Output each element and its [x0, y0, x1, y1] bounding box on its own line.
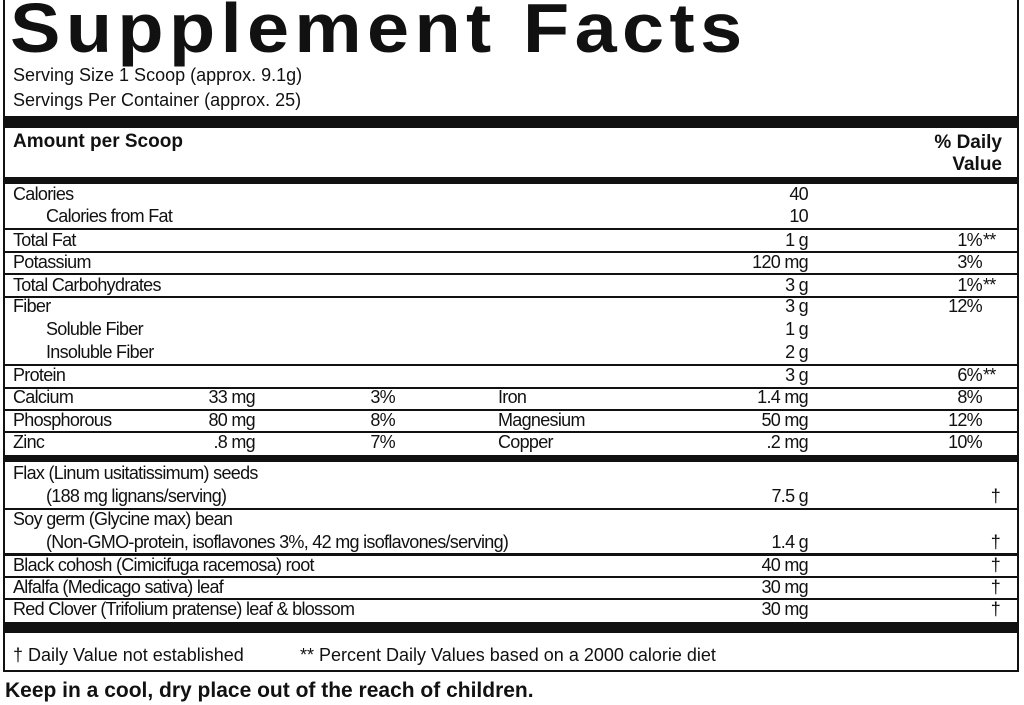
divider [5, 364, 1017, 366]
divider [5, 553, 1017, 556]
divider [5, 431, 1017, 433]
nutrient-daily-value: 3% [957, 252, 982, 272]
divider [5, 296, 1017, 298]
mineral-daily-value: 12% [948, 410, 983, 430]
divider [5, 228, 1017, 230]
nutrient-name: Calories from Fat [46, 206, 173, 226]
nutrient-name: Total Fat [13, 230, 76, 250]
nutrient-name: Potassium [13, 252, 91, 272]
divider [5, 116, 1017, 128]
nutrient-amount: 3 g [785, 275, 809, 295]
ingredient-amount: 30 mg [761, 577, 808, 597]
ingredient-daily-value: † [990, 577, 1001, 597]
divider [5, 455, 1017, 462]
divider [5, 387, 1017, 389]
mineral-amount: 1.4 mg [757, 387, 809, 407]
nutrient-daily-value: 1% [957, 230, 982, 250]
ingredient-daily-value: † [990, 555, 1001, 575]
supplement-facts-panel [3, 0, 1019, 672]
footnote-mark: ** [983, 365, 996, 385]
nutrient-amount: 1 g [785, 230, 809, 250]
nutrient-amount: 10 [789, 206, 808, 226]
mineral-name: Calcium [13, 387, 74, 407]
mineral-daily-value: 10% [948, 432, 983, 452]
ingredient-detail: (188 mg lignans/serving) [46, 486, 227, 506]
footnote-dagger: † Daily Value not established [13, 645, 244, 665]
servings-per-container: Servings Per Container (approx. 25) [13, 90, 302, 110]
nutrient-name: Insoluble Fiber [46, 342, 154, 362]
ingredient-name: Flax (Linum usitatissimum) seeds [13, 463, 258, 483]
ingredient-name: Alfalfa (Medicago sativa) leaf [13, 577, 224, 597]
divider [5, 622, 1017, 633]
divider [5, 598, 1017, 600]
ingredient-daily-value: † [990, 532, 1001, 552]
ingredient-detail: (Non-GMO-protein, isoflavones 3%, 42 mg … [46, 532, 509, 552]
ingredient-daily-value: † [990, 486, 1001, 506]
ingredient-daily-value: † [990, 599, 1001, 619]
mineral-amount: .8 mg [213, 432, 255, 452]
footnote-mark: ** [983, 230, 996, 250]
ingredient-name: Soy germ (Glycine max) bean [13, 509, 233, 529]
mineral-amount: 80 mg [208, 410, 255, 430]
nutrient-name: Fiber [13, 296, 51, 316]
nutrient-amount: 120 mg [752, 252, 809, 272]
ingredient-name: Red Clover (Trifolium pratense) leaf & b… [13, 599, 355, 619]
mineral-daily-value: 3% [370, 387, 395, 407]
nutrient-daily-value: 6% [957, 365, 982, 385]
mineral-daily-value: 8% [957, 387, 982, 407]
mineral-amount: .2 mg [766, 432, 808, 452]
serving-size: Serving Size 1 Scoop (approx. 9.1g) [13, 65, 303, 85]
nutrient-name: Total Carbohydrates [13, 275, 161, 295]
ingredient-name: Black cohosh (Cimicifuga racemosa) root [13, 555, 315, 575]
mineral-daily-value: 8% [370, 410, 395, 430]
nutrient-amount: 1 g [785, 319, 809, 339]
ingredient-amount: 30 mg [761, 599, 808, 619]
divider [5, 273, 1017, 275]
nutrient-name: Calories [13, 184, 74, 204]
dv-header-2: Value [952, 154, 1002, 175]
footnote-percent: ** Percent Daily Values based on a 2000 … [300, 645, 716, 665]
divider [5, 576, 1017, 578]
mineral-name: Copper [498, 432, 554, 452]
storage-warning: Keep in a cool, dry place out of the rea… [5, 679, 534, 702]
nutrient-amount: 40 [789, 184, 808, 204]
mineral-amount: 33 mg [208, 387, 255, 407]
nutrient-name: Soluble Fiber [46, 319, 144, 339]
divider [5, 251, 1017, 253]
nutrient-amount: 3 g [785, 365, 809, 385]
mineral-amount: 50 mg [761, 410, 808, 430]
ingredient-amount: 40 mg [761, 555, 808, 575]
mineral-name: Magnesium [498, 410, 585, 430]
divider [5, 177, 1017, 184]
nutrient-amount: 3 g [785, 296, 809, 316]
nutrient-daily-value: 1% [957, 275, 982, 295]
divider [5, 508, 1017, 510]
mineral-name: Phosphorous [13, 410, 112, 430]
amount-header: Amount per Scoop [13, 131, 183, 152]
footnote-mark: ** [983, 275, 996, 295]
ingredient-amount: 1.4 g [771, 532, 808, 552]
dv-header-1: % Daily [934, 132, 1002, 153]
mineral-name: Iron [498, 387, 527, 407]
mineral-name: Zinc [13, 432, 45, 452]
nutrient-daily-value: 12% [948, 296, 983, 316]
ingredient-amount: 7.5 g [771, 486, 808, 506]
panel-title: Supplement Facts [10, 0, 748, 67]
nutrient-amount: 2 g [785, 342, 809, 362]
mineral-daily-value: 7% [370, 432, 395, 452]
divider [5, 409, 1017, 411]
nutrient-name: Protein [13, 365, 66, 385]
